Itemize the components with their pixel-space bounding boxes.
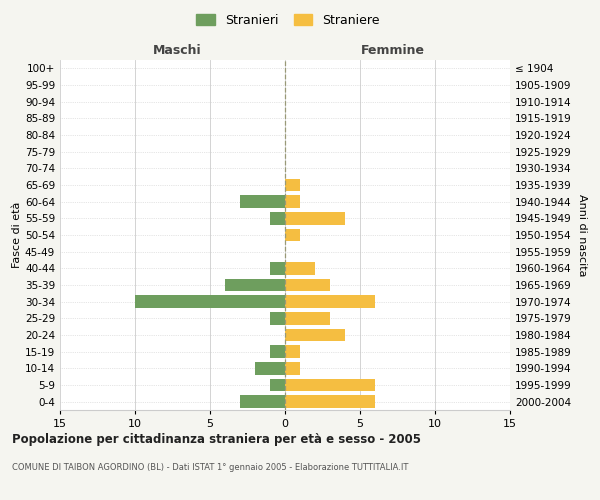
- Bar: [240, 396, 285, 408]
- Bar: [270, 312, 285, 324]
- Bar: [285, 312, 330, 324]
- Bar: [270, 379, 285, 391]
- Bar: [285, 296, 375, 308]
- Bar: [285, 196, 300, 208]
- Text: COMUNE DI TAIBON AGORDINO (BL) - Dati ISTAT 1° gennaio 2005 - Elaborazione TUTTI: COMUNE DI TAIBON AGORDINO (BL) - Dati IS…: [12, 462, 409, 471]
- Legend: Stranieri, Straniere: Stranieri, Straniere: [191, 8, 385, 32]
- Bar: [285, 229, 300, 241]
- Text: Femmine: Femmine: [361, 44, 425, 57]
- Bar: [285, 379, 375, 391]
- Bar: [270, 346, 285, 358]
- Bar: [240, 196, 285, 208]
- Bar: [285, 212, 345, 224]
- Bar: [285, 279, 330, 291]
- Text: Maschi: Maschi: [152, 44, 202, 57]
- Y-axis label: Fasce di età: Fasce di età: [12, 202, 22, 268]
- Bar: [285, 179, 300, 192]
- Bar: [255, 362, 285, 374]
- Bar: [270, 262, 285, 274]
- Bar: [285, 362, 300, 374]
- Bar: [270, 212, 285, 224]
- Bar: [135, 296, 285, 308]
- Bar: [285, 329, 345, 341]
- Y-axis label: Anni di nascita: Anni di nascita: [577, 194, 587, 276]
- Bar: [285, 262, 315, 274]
- Bar: [225, 279, 285, 291]
- Bar: [285, 396, 375, 408]
- Bar: [285, 346, 300, 358]
- Text: Popolazione per cittadinanza straniera per età e sesso - 2005: Popolazione per cittadinanza straniera p…: [12, 432, 421, 446]
